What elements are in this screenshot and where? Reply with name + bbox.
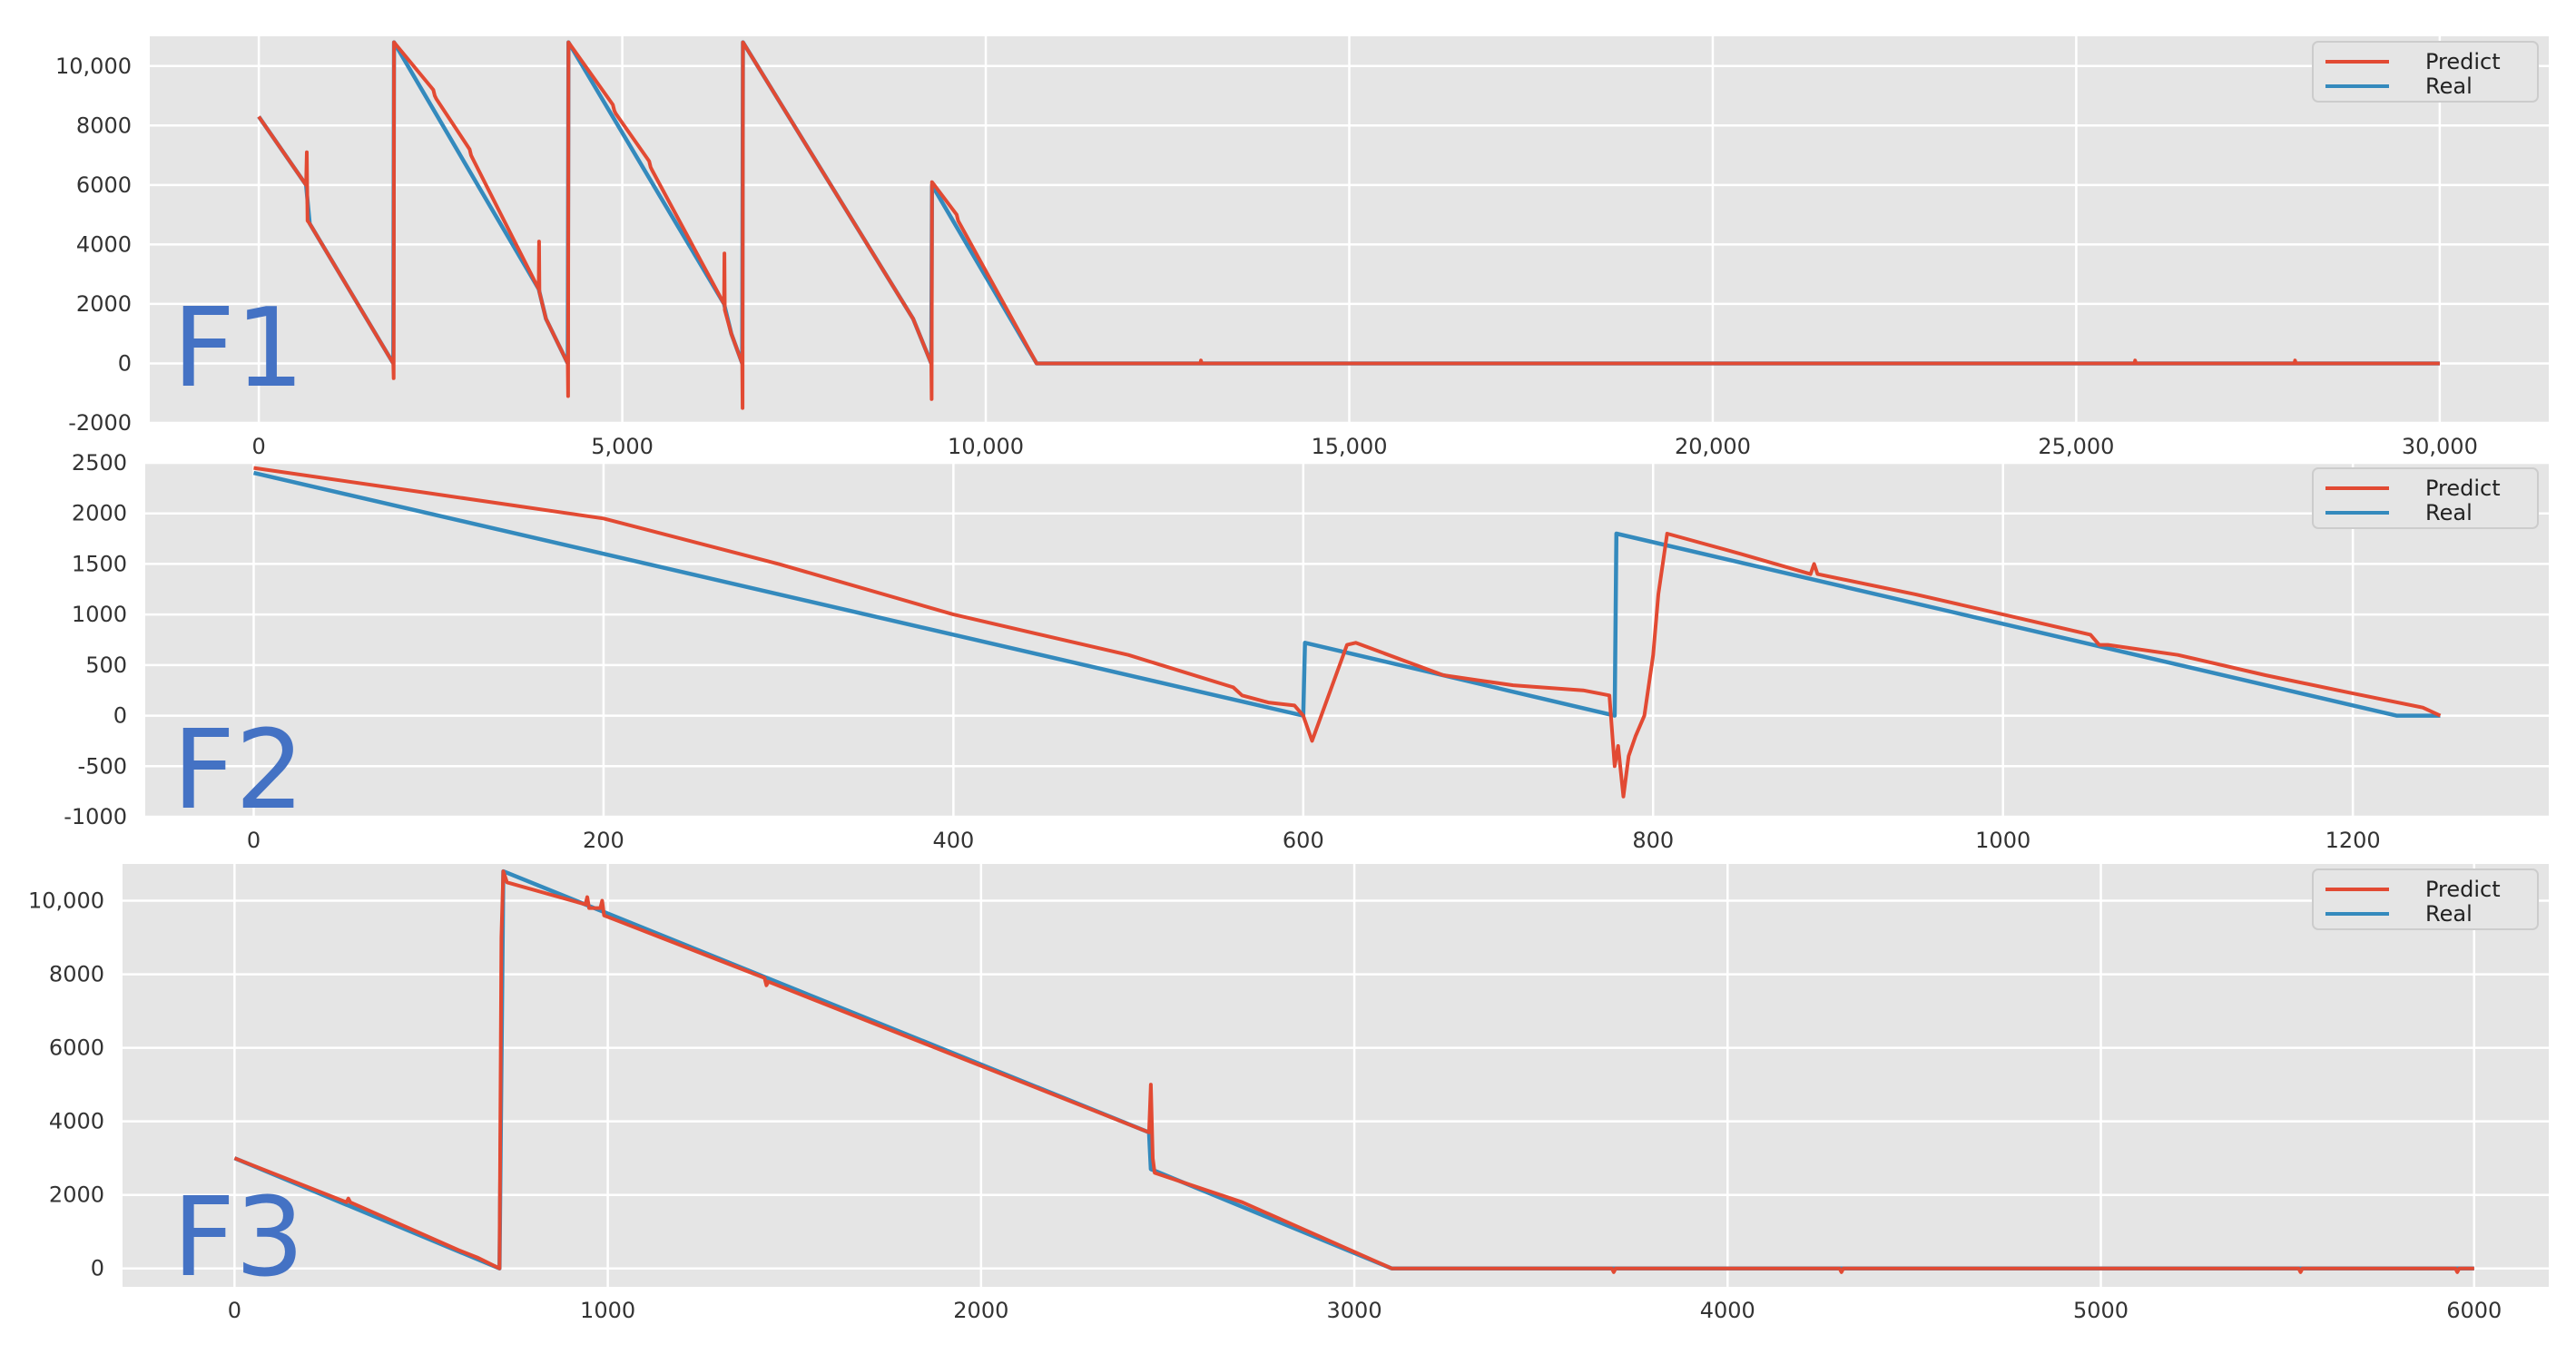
y-tick-label: 6000 (76, 172, 132, 198)
chart-panel-2: 0 200 400 600 800 1000 1200 -1000 -500 0 500 1000 15… (64, 450, 2549, 853)
legend-label-real: Real (2425, 74, 2473, 99)
x-tick-label: 10,000 (948, 434, 1024, 459)
y-tick-label: 2000 (72, 501, 127, 526)
plot-area (145, 463, 2549, 817)
y-tick-label: 0 (118, 350, 132, 376)
x-tick-label: 6000 (2446, 1298, 2502, 1323)
x-tick-label: 800 (1632, 828, 1674, 853)
y-tick-label: 10,000 (55, 54, 132, 79)
panel-label: F3 (172, 1175, 304, 1301)
y-tick-label: 0 (91, 1256, 104, 1281)
x-tick-label: 1000 (580, 1298, 635, 1323)
x-tick-label: 600 (1283, 828, 1324, 853)
y-tick-label: 500 (85, 652, 127, 678)
x-tick-label: 5000 (2073, 1298, 2129, 1323)
chart-panels: 0 5,000 10,000 15,000 20,000 25,000 30,000 -200… (28, 36, 2549, 1323)
x-tick-label: 400 (932, 828, 974, 853)
x-tick-label: 20,000 (1675, 434, 1751, 459)
chart-panel-3: 0 1000 2000 3000 4000 5000 6000 0 2000 4000 6000 80… (28, 864, 2549, 1323)
y-tick-label: 2000 (49, 1182, 104, 1208)
x-tick-label: 15,000 (1312, 434, 1388, 459)
y-tick-label: 2000 (76, 291, 132, 317)
x-tick-label: 30,000 (2402, 434, 2478, 459)
legend-label-predict: Predict (2425, 49, 2501, 74)
x-tick-label: 2000 (953, 1298, 1008, 1323)
x-tick-label: 5,000 (591, 434, 654, 459)
panel-label: F1 (172, 286, 304, 412)
panel-label: F2 (172, 708, 304, 834)
y-tick-label: -1000 (64, 804, 127, 829)
y-tick-label: 1000 (72, 602, 127, 627)
plot-area (123, 864, 2549, 1287)
x-tick-label: 3000 (1327, 1298, 1382, 1323)
y-tick-label: 2500 (72, 450, 127, 476)
x-tick-label: 0 (251, 434, 265, 459)
legend-label-predict: Predict (2425, 476, 2501, 501)
series-line-predict (233, 869, 2474, 1274)
y-tick-label: 8000 (76, 113, 132, 138)
legend-label-real: Real (2425, 901, 2473, 927)
x-tick-label: 25,000 (2038, 434, 2114, 459)
y-tick-label: -2000 (68, 410, 132, 436)
y-tick-label: 1500 (72, 551, 127, 576)
y-tick-label: 0 (113, 703, 127, 729)
y-tick-label: 10,000 (28, 888, 104, 914)
chart-panel-1: 0 5,000 10,000 15,000 20,000 25,000 30,000 -200… (55, 36, 2549, 459)
series-line-predict (253, 466, 2442, 799)
y-tick-label: 4000 (76, 231, 132, 257)
series-line-predict (257, 40, 2440, 410)
x-tick-label: 0 (228, 1298, 241, 1323)
x-tick-label: 4000 (1700, 1298, 1755, 1323)
legend-label-real: Real (2425, 500, 2473, 525)
x-tick-label: 200 (583, 828, 624, 853)
y-tick-label: 8000 (49, 962, 104, 987)
x-tick-label: 1200 (2325, 828, 2381, 853)
y-tick-label: -500 (78, 753, 127, 779)
x-tick-label: 0 (247, 828, 261, 853)
y-tick-label: 4000 (49, 1109, 104, 1134)
y-tick-label: 6000 (49, 1035, 104, 1061)
legend-label-predict: Predict (2425, 877, 2501, 902)
x-tick-label: 1000 (1975, 828, 2030, 853)
